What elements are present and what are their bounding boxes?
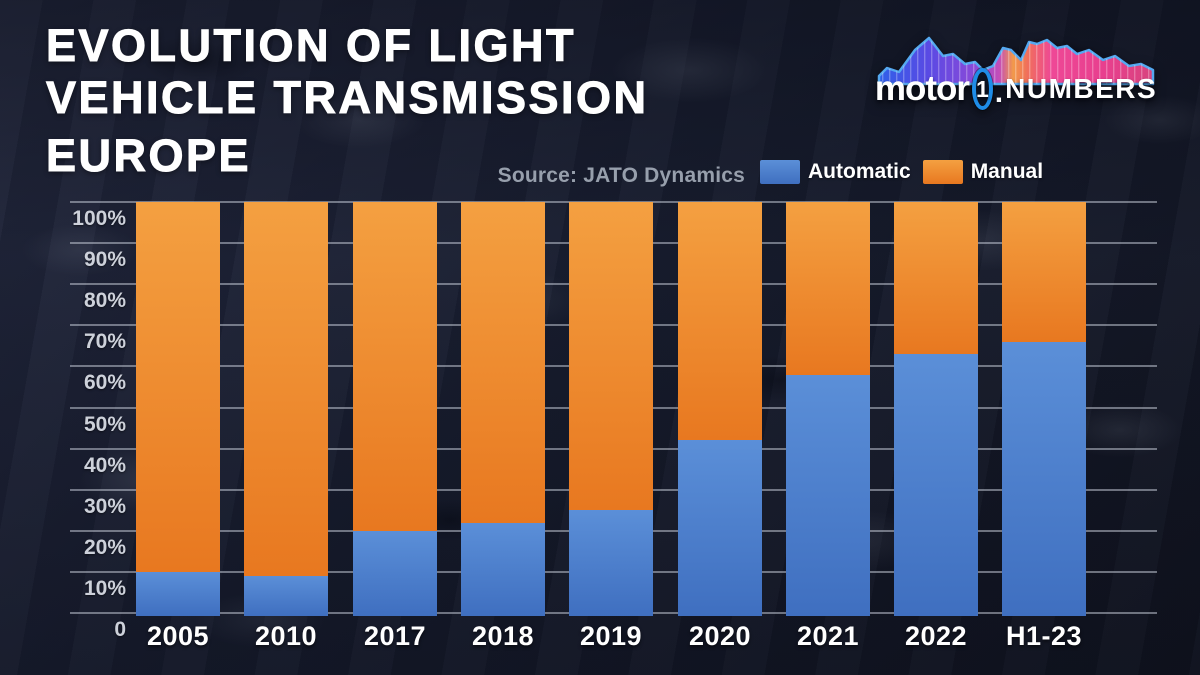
bar-segment-manual-2005 [136, 202, 220, 572]
bar-2021 [786, 202, 870, 616]
bar-segment-automatic-2018 [461, 523, 545, 616]
legend-swatch-manual [922, 160, 963, 184]
bar-segment-manual-2018 [461, 202, 545, 523]
y-tick-label-40: 40% [83, 454, 126, 477]
logo-brand-text: motor [874, 69, 970, 108]
logo-suffix-text: NUMBERS [1005, 73, 1158, 104]
x-category-label-2021: 2021 [796, 621, 860, 651]
x-category-label-2018: 2018 [471, 621, 535, 651]
source-and-legend-row: Source: JATO Dynamics Automatic Manual [0, 160, 1200, 190]
logo-separator-dot: . [994, 76, 1004, 109]
y-tick-label-60: 60% [83, 371, 126, 394]
title-line-1: EVOLUTION OF LIGHT [46, 20, 576, 72]
motor1-numbers-logo: motor 1 . NUMBERS [875, 24, 1157, 116]
y-tick-label-80: 80% [83, 289, 126, 312]
bar-2017 [353, 202, 437, 616]
source-label: Source: JATO Dynamics [497, 164, 745, 187]
y-tick-label-100: 100% [72, 207, 126, 230]
legend-swatch-automatic [760, 160, 800, 184]
bar-segment-manual-2022 [894, 202, 978, 354]
legend-item-manual: Manual [922, 160, 1044, 184]
bar-segment-manual-H1-23 [1002, 202, 1086, 342]
y-tick-label-90: 90% [83, 248, 126, 271]
bar-segment-automatic-2010 [244, 576, 328, 616]
x-category-label-2019: 2019 [579, 621, 643, 651]
bar-2018 [461, 202, 545, 616]
bar-segment-manual-2017 [353, 202, 437, 531]
title-line-3: EUROPE [46, 130, 252, 182]
bar-segment-manual-2020 [678, 202, 762, 440]
y-tick-label-20: 20% [83, 536, 126, 559]
x-category-label-2017: 2017 [363, 621, 427, 651]
x-category-label-H1-23: H1-23 [1005, 621, 1083, 651]
chart-legend: Automatic Manual [760, 160, 1043, 184]
y-tick-label-50: 50% [83, 413, 126, 436]
bar-2020 [678, 202, 762, 616]
y-tick-label-70: 70% [83, 330, 126, 353]
bar-2019 [569, 202, 653, 616]
logo-mountain-chart-icon [877, 36, 1155, 86]
x-category-label-2010: 2010 [254, 621, 318, 651]
page-title: EVOLUTION OF LIGHT VEHICLE TRANSMISSION … [46, 20, 649, 182]
bar-segment-automatic-2017 [353, 531, 437, 616]
bar-2005 [136, 202, 220, 616]
bar-segment-manual-2021 [786, 202, 870, 375]
bar-segment-manual-2010 [244, 202, 328, 576]
bar-segment-automatic-2019 [569, 510, 653, 616]
x-category-label-2022: 2022 [904, 621, 968, 651]
bar-segment-automatic-2022 [894, 354, 978, 616]
legend-label-manual: Manual [970, 160, 1044, 183]
legend-label-automatic: Automatic [808, 160, 911, 183]
bar-segment-automatic-2021 [786, 375, 870, 616]
logo-wordmark: motor 1 . NUMBERS [875, 68, 1156, 110]
bar-segment-automatic-2005 [136, 572, 220, 616]
bar-H1-23 [1002, 202, 1086, 616]
legend-item-automatic: Automatic [760, 160, 911, 184]
logo-number-one-badge: 1 [971, 68, 993, 110]
x-category-label-2020: 2020 [688, 621, 752, 651]
bar-segment-manual-2019 [569, 202, 653, 510]
bar-segment-automatic-2020 [678, 440, 762, 616]
bar-2022 [894, 202, 978, 616]
y-tick-label-0: 0 [114, 618, 126, 641]
y-tick-label-30: 30% [83, 495, 126, 518]
title-line-2: VEHICLE TRANSMISSION [46, 72, 649, 124]
x-category-label-2005: 2005 [146, 621, 210, 651]
y-tick-label-10: 10% [83, 577, 126, 600]
bar-2010 [244, 202, 328, 616]
bar-segment-automatic-H1-23 [1002, 342, 1086, 616]
